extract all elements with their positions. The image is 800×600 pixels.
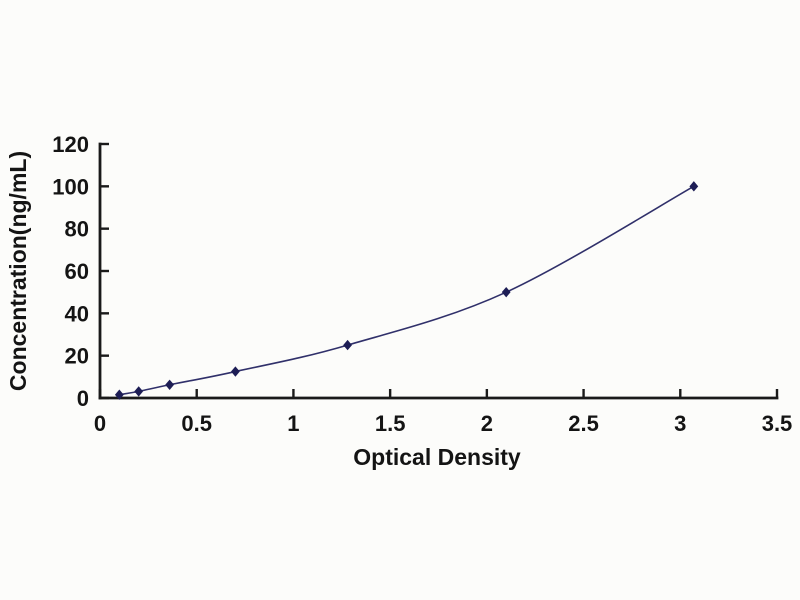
- y-tick-label: 80: [65, 217, 89, 242]
- plot-area: 0 20 40 60 80 100 120 0 0.5 1 1.5 2 2.5 3 3.5: [52, 132, 792, 436]
- x-tick-label: 3: [674, 411, 686, 436]
- curve-line: [119, 185, 695, 396]
- y-tick-label: 20: [65, 344, 89, 369]
- x-tick-label: 0.5: [181, 411, 212, 436]
- y-tick-label: 100: [52, 174, 89, 199]
- y-tick-label: 0: [77, 386, 89, 411]
- data-point-marker: [165, 379, 175, 390]
- y-tick-label: 40: [65, 301, 89, 326]
- x-tick-label: 1.5: [375, 411, 406, 436]
- x-tick-label: 2: [481, 411, 493, 436]
- data-point-marker: [134, 386, 144, 397]
- x-tick-label: 3.5: [762, 411, 793, 436]
- y-tick-label: 120: [52, 132, 89, 157]
- data-point-marker: [501, 286, 511, 298]
- x-axis-title: Optical Density: [353, 444, 521, 470]
- data-point-marker: [343, 339, 352, 351]
- data-point-marker: [231, 366, 240, 377]
- x-tick-label: 0: [94, 411, 106, 436]
- y-axis-title: Concentration(ng/mL): [5, 151, 31, 391]
- data-point-marker: [689, 181, 699, 192]
- data-point-marker: [114, 389, 124, 400]
- x-tick-label: 2.5: [568, 411, 599, 436]
- x-tick-label: 1: [287, 411, 299, 436]
- y-tick-label: 60: [65, 259, 89, 284]
